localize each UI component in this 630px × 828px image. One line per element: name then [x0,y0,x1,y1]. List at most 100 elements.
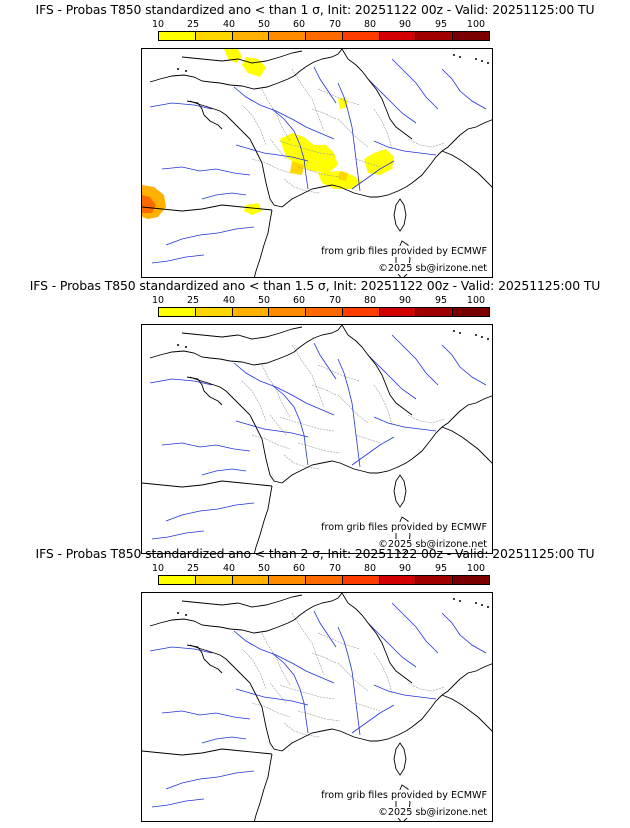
coastline [186,644,223,674]
island-dot [475,602,477,604]
colorbar-segment [159,576,196,584]
coastline [441,150,492,188]
river [441,612,487,654]
admin-border [297,710,341,722]
admin-border [317,632,361,650]
river [351,704,395,734]
river [271,652,309,734]
coastline [281,182,413,208]
colorbar-labels: 10 25 40 50 60 70 80 90 95 100 [0,295,630,306]
probability-area [224,49,242,63]
probability-area [338,171,348,181]
source-credit: from grib files provided by ECMWF [320,790,488,801]
colorbar-segment [416,308,454,316]
colorbar-label: 60 [292,563,306,574]
island-dot [481,604,483,606]
colorbar-label: 60 [292,19,306,30]
river [151,798,205,808]
river [351,436,395,466]
colorbar-segment [453,32,490,40]
colorbar-segment [342,576,380,584]
probability-area [280,133,338,173]
river [165,226,255,246]
river [165,770,255,790]
admin-border [251,158,291,174]
source-credit: from grib files provided by ECMWF [320,522,488,533]
colorbar-label: 100 [466,19,486,30]
coastline [411,663,492,728]
coastline [441,426,492,464]
coastline [142,748,273,756]
colorbar-label: 50 [257,295,271,306]
panel-title: IFS - Probas T850 standardized ano < tha… [29,278,601,293]
coastline [186,100,223,130]
admin-border [261,88,291,142]
panel-title: IFS - Probas T850 standardized ano < tha… [35,546,595,561]
river [149,646,213,654]
colorbar-segment [195,32,233,40]
map-france: from grib files provided by ECMWF ©2025 … [141,48,493,278]
colorbar-label: 60 [292,295,306,306]
forecast-panel-3: IFS - Probas T850 standardized ano < tha… [0,544,630,822]
river [233,86,335,140]
admin-border [317,88,361,106]
coastline [186,376,223,406]
river [373,140,437,156]
colorbar-segment [453,308,490,316]
river [235,688,309,706]
probability-area [244,203,262,215]
colorbar-segment [416,32,454,40]
admin-border [355,434,381,444]
island-dot [177,68,179,70]
copyright-label: ©2025 sb@irizone.net [377,263,488,274]
admin-border [291,344,325,408]
river [373,684,437,700]
island-dot [185,614,187,616]
coastline [341,593,413,684]
colorbar-label: 70 [328,295,342,306]
island-dot [177,344,179,346]
colorbar-label: 25 [186,295,200,306]
colorbar-segment [232,576,270,584]
colorbar-label: 80 [363,563,377,574]
river [391,334,439,386]
coastline [189,644,283,752]
admin-border [373,384,393,426]
colorbar-labels: 10 25 40 50 60 70 80 90 95 100 [0,19,630,30]
colorbar-segment [342,32,380,40]
admin-border [241,104,267,146]
coastline [149,49,343,90]
source-credit: from grib files provided by ECMWF [320,246,488,257]
coastline [411,119,492,184]
colorbar-label: 100 [466,563,486,574]
forecast-panel-2: IFS - Probas T850 standardized ano < tha… [0,276,630,554]
colorbar-segment [379,576,417,584]
colorbar-segment [159,32,196,40]
river [391,58,439,110]
coastline [441,694,492,732]
map-layers [142,325,492,553]
admin-border [297,442,341,454]
map-france: from grib files provided by ECMWF ©2025 … [141,592,493,822]
river [233,362,335,416]
colorbar [158,575,490,585]
island-dot [487,62,489,64]
coastline [341,325,413,416]
colorbar-segment [306,308,343,316]
admin-border [261,364,291,418]
colorbar-label: 80 [363,295,377,306]
island-dot [453,598,455,600]
colorbar-label: 10 [151,19,165,30]
probability-area [364,149,394,175]
island-dot [487,338,489,340]
admin-border [407,138,445,148]
river [165,502,255,522]
colorbar-label: 40 [222,19,236,30]
coastline [189,376,283,484]
admin-border [317,364,361,382]
river [161,442,251,452]
coastline [254,485,273,553]
island-dot [481,60,483,62]
admin-border [311,108,337,120]
colorbar-segment [232,308,270,316]
